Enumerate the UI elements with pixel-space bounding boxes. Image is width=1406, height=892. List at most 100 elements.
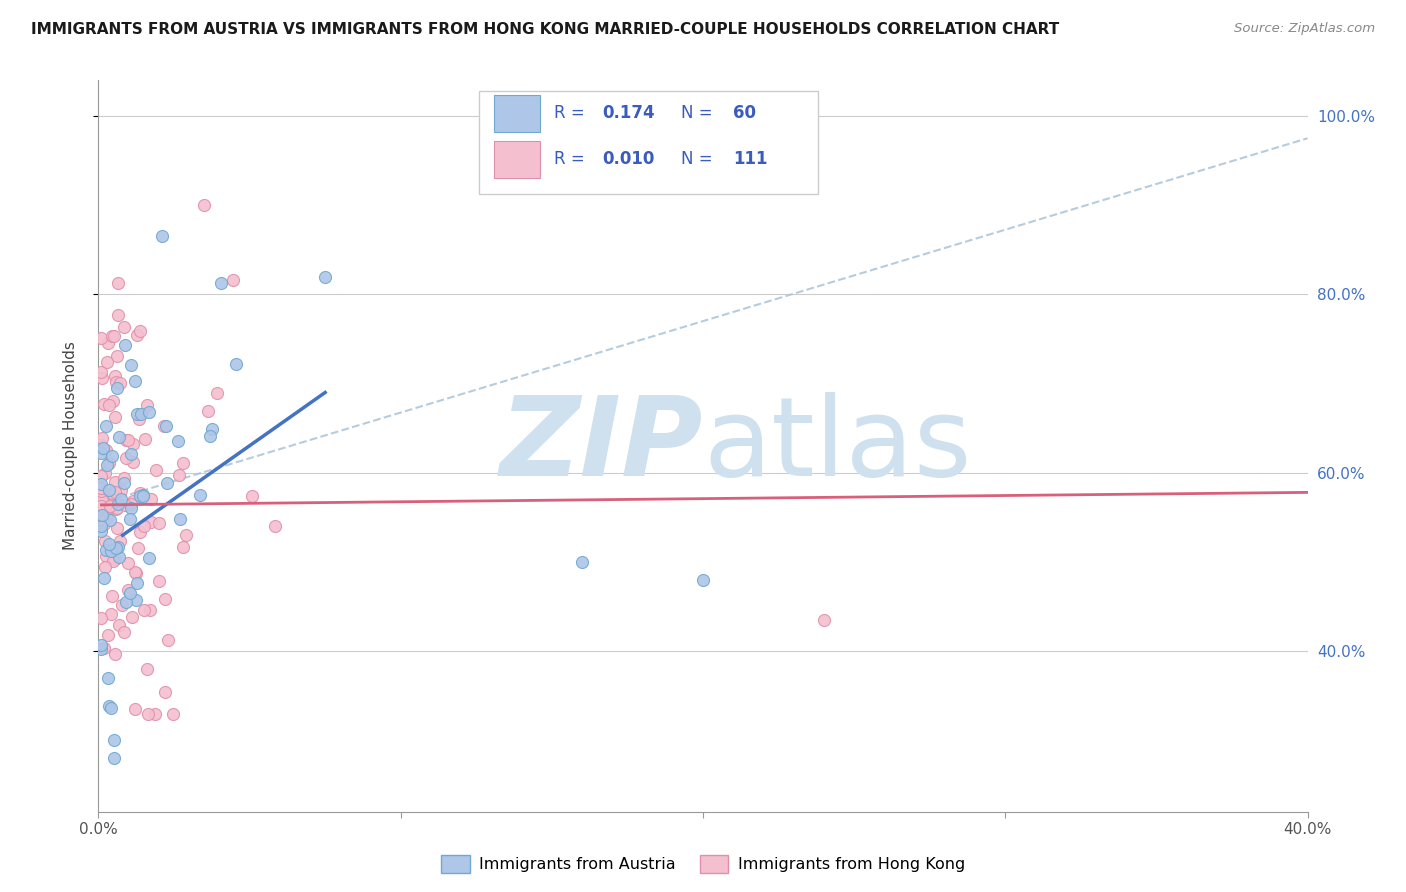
Point [108,430,131,444]
Point [90,371,112,385]
Point [169,467,191,482]
Point [114,433,136,447]
Point [103,751,125,765]
Point [94,494,117,508]
Point [155,591,177,606]
Point [134,432,156,446]
Point [264,519,287,533]
Point [94,560,117,574]
Point [90,446,112,460]
Point [97,457,120,471]
Text: 0.174: 0.174 [603,103,655,121]
Point [135,398,157,412]
Point [115,595,138,609]
Point [129,525,152,540]
Point [90,519,112,533]
Point [104,551,127,566]
Text: 60: 60 [734,103,756,121]
Point [107,540,129,554]
Point [100,543,122,558]
Point [156,476,179,491]
Point [169,512,191,526]
Point [225,357,247,371]
Point [132,488,155,502]
Point [96,336,118,351]
Point [100,589,122,603]
Point [90,514,112,528]
Point [129,489,152,503]
Point [90,493,112,508]
Point [127,407,149,421]
Legend: Immigrants from Austria, Immigrants from Hong Kong: Immigrants from Austria, Immigrants from… [434,848,972,880]
Point [98,513,121,527]
Point [128,486,150,500]
Point [103,733,125,747]
Point [94,534,117,549]
Point [94,418,117,433]
Point [111,599,134,613]
Point [103,329,125,343]
Point [128,412,150,426]
Point [120,498,142,512]
Point [136,706,159,721]
Point [114,338,136,352]
Point [120,500,142,515]
Point [104,368,127,383]
Point [114,499,136,513]
Point [172,456,194,470]
Point [96,507,118,521]
Point [100,607,122,622]
Text: atlas: atlas [703,392,972,500]
Point [155,419,177,434]
Point [107,277,129,291]
Point [96,355,118,369]
Point [104,541,127,555]
Point [90,481,112,495]
Text: N =: N = [682,103,718,121]
Point [90,638,112,652]
Point [98,398,121,412]
Y-axis label: Married-couple Households: Married-couple Households [63,342,77,550]
Point [98,537,121,551]
Point [121,610,143,624]
Point [97,487,120,501]
Point [117,556,139,570]
Point [107,308,129,322]
Point [96,458,118,472]
Point [103,554,125,568]
Point [90,524,112,538]
Text: IMMIGRANTS FROM AUSTRIA VS IMMIGRANTS FROM HONG KONG MARRIED-COUPLE HOUSEHOLDS C: IMMIGRANTS FROM AUSTRIA VS IMMIGRANTS FR… [31,22,1059,37]
Point [96,511,118,525]
Point [157,632,180,647]
Text: R =: R = [554,150,591,168]
Point [172,540,194,554]
Point [150,229,173,244]
Point [101,329,124,343]
Point [104,484,127,499]
Point [101,486,124,500]
Point [110,491,132,506]
FancyBboxPatch shape [479,91,818,194]
Point [107,498,129,512]
Point [90,469,112,483]
Point [112,625,135,640]
Point [105,500,128,515]
Point [121,494,143,508]
Text: N =: N = [682,150,718,168]
Point [107,521,129,535]
Point [91,514,114,528]
Point [128,324,150,338]
Text: ZIP: ZIP [499,392,703,500]
Point [94,466,117,480]
Point [120,358,142,372]
Point [138,603,160,617]
Point [108,550,131,565]
Point [101,394,124,409]
Point [96,671,118,685]
Point [314,269,336,284]
Point [132,489,155,503]
Point [167,434,190,448]
Point [692,573,714,587]
Point [104,409,127,424]
Point [90,611,112,625]
